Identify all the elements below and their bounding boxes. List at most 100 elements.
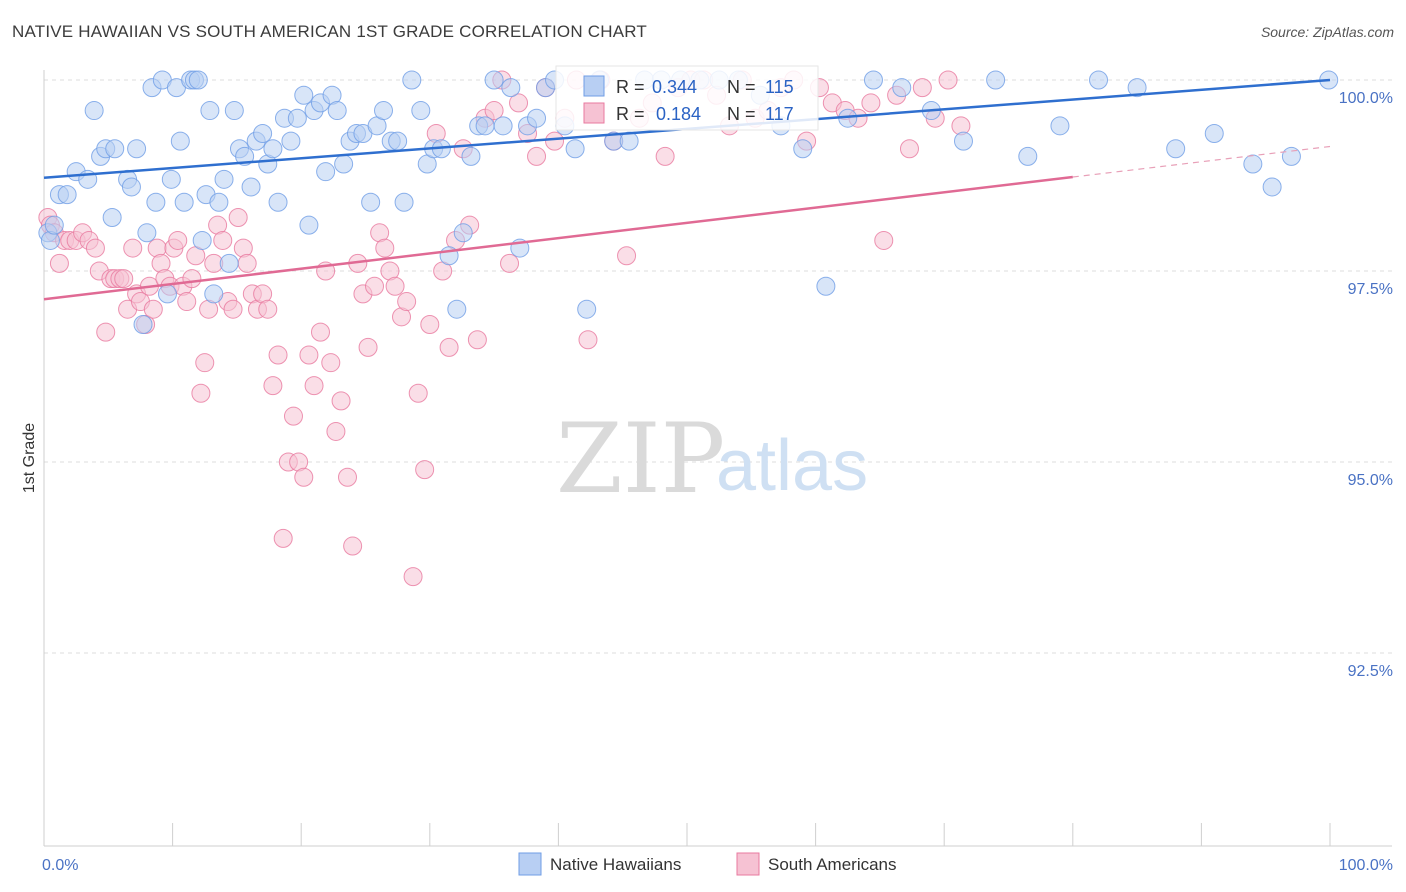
point-native-hawaiians xyxy=(447,299,467,319)
chart-title: NATIVE HAWAIIAN VS SOUTH AMERICAN 1ST GR… xyxy=(12,22,647,41)
point-south-americans xyxy=(331,391,351,411)
point-native-hawaiians xyxy=(235,146,255,166)
point-native-hawaiians xyxy=(953,131,973,151)
point-native-hawaiians xyxy=(174,192,194,212)
point-native-hawaiians xyxy=(453,223,473,243)
point-south-americans xyxy=(861,93,881,113)
point-native-hawaiians xyxy=(157,284,177,304)
point-native-hawaiians xyxy=(892,78,912,98)
point-south-americans xyxy=(283,406,303,426)
point-south-americans xyxy=(191,383,211,403)
point-south-americans xyxy=(326,421,346,441)
point-south-americans xyxy=(938,70,958,90)
point-south-americans xyxy=(874,230,894,250)
y-axis-tick-labels: 100.0% 97.5% 95.0% 92.5% xyxy=(1339,90,1393,680)
stats-r-label-0: R = xyxy=(616,77,645,97)
point-native-hawaiians xyxy=(294,85,314,105)
point-south-americans xyxy=(358,337,378,357)
y-tick-label: 92.5% xyxy=(1348,663,1393,680)
point-native-hawaiians xyxy=(57,185,77,205)
point-south-americans xyxy=(263,376,283,396)
point-native-hawaiians xyxy=(200,101,220,121)
point-south-americans xyxy=(49,253,69,273)
watermark: ZIP atlas xyxy=(556,403,868,515)
point-native-hawaiians xyxy=(863,70,883,90)
point-native-hawaiians xyxy=(219,253,239,273)
point-native-hawaiians xyxy=(241,177,261,197)
point-native-hawaiians xyxy=(133,314,153,334)
point-south-americans xyxy=(403,567,423,587)
point-native-hawaiians xyxy=(188,70,208,90)
point-native-hawaiians xyxy=(268,192,288,212)
point-south-americans xyxy=(114,269,134,289)
point-native-hawaiians xyxy=(121,177,141,197)
point-south-americans xyxy=(385,276,405,296)
point-south-americans xyxy=(397,292,417,312)
stats-n-value-1: 117 xyxy=(765,104,794,124)
point-south-americans xyxy=(912,78,932,98)
point-native-hawaiians xyxy=(475,116,495,136)
y-tick-label: 97.5% xyxy=(1348,281,1393,298)
point-native-hawaiians xyxy=(1262,177,1282,197)
point-south-americans xyxy=(237,253,257,273)
point-south-americans xyxy=(310,322,330,342)
legend-label-native-hawaiians: Native Hawaiians xyxy=(550,855,681,874)
point-native-hawaiians xyxy=(281,131,301,151)
point-native-hawaiians xyxy=(1050,116,1070,136)
point-native-hawaiians xyxy=(127,139,147,159)
point-south-americans xyxy=(500,253,520,273)
legend-label-south-americans: South Americans xyxy=(768,855,897,874)
y-tick-label: 100.0% xyxy=(1339,90,1393,107)
point-south-americans xyxy=(655,146,675,166)
y-axis-label: 1st Grade xyxy=(21,423,38,493)
trend-line-south-americans xyxy=(43,175,1073,301)
point-native-hawaiians xyxy=(394,192,414,212)
point-native-hawaiians xyxy=(192,230,212,250)
point-native-hawaiians xyxy=(170,131,190,151)
point-native-hawaiians xyxy=(1243,154,1263,174)
x-tick-label-max: 100.0% xyxy=(1339,857,1393,874)
point-native-hawaiians xyxy=(1204,123,1224,143)
stats-swatch-native-hawaiians xyxy=(583,75,605,97)
point-native-hawaiians xyxy=(44,215,64,235)
point-native-hawaiians xyxy=(1089,70,1109,90)
point-native-hawaiians xyxy=(565,139,585,159)
point-native-hawaiians xyxy=(299,215,319,235)
point-native-hawaiians xyxy=(374,101,394,121)
point-native-hawaiians xyxy=(287,108,307,128)
point-south-americans xyxy=(415,460,435,480)
point-south-americans xyxy=(123,238,143,258)
watermark-atlas-text: atlas xyxy=(716,426,868,506)
point-south-americans xyxy=(420,314,440,334)
point-native-hawaiians xyxy=(816,276,836,296)
point-south-americans xyxy=(578,330,598,350)
point-south-americans xyxy=(177,292,197,312)
point-south-americans xyxy=(143,299,163,319)
point-south-americans xyxy=(223,299,243,319)
point-south-americans xyxy=(337,467,357,487)
point-south-americans xyxy=(439,337,459,357)
point-south-americans xyxy=(228,208,248,228)
point-south-americans xyxy=(182,269,202,289)
point-native-hawaiians xyxy=(527,108,547,128)
stats-legend: R = 0.344 N = 115 R = 0.184 N = 117 xyxy=(555,65,819,131)
x-tick-label-min: 0.0% xyxy=(42,857,78,874)
point-south-americans xyxy=(899,139,919,159)
point-south-americans xyxy=(168,230,188,250)
point-native-hawaiians xyxy=(986,70,1006,90)
point-native-hawaiians xyxy=(253,123,273,143)
point-native-hawaiians xyxy=(1018,146,1038,166)
point-south-americans xyxy=(213,230,233,250)
point-native-hawaiians xyxy=(105,139,125,159)
point-native-hawaiians xyxy=(1127,78,1147,98)
series-south-americans-points xyxy=(38,70,971,587)
point-native-hawaiians xyxy=(493,116,513,136)
stats-r-label-1: R = xyxy=(616,104,645,124)
point-south-americans xyxy=(273,528,293,548)
bottom-legend: Native Hawaiians South Americans xyxy=(518,852,897,876)
point-native-hawaiians xyxy=(461,146,481,166)
point-south-americans xyxy=(85,238,105,258)
point-native-hawaiians xyxy=(214,169,234,189)
stats-n-label-1: N = xyxy=(727,104,756,124)
